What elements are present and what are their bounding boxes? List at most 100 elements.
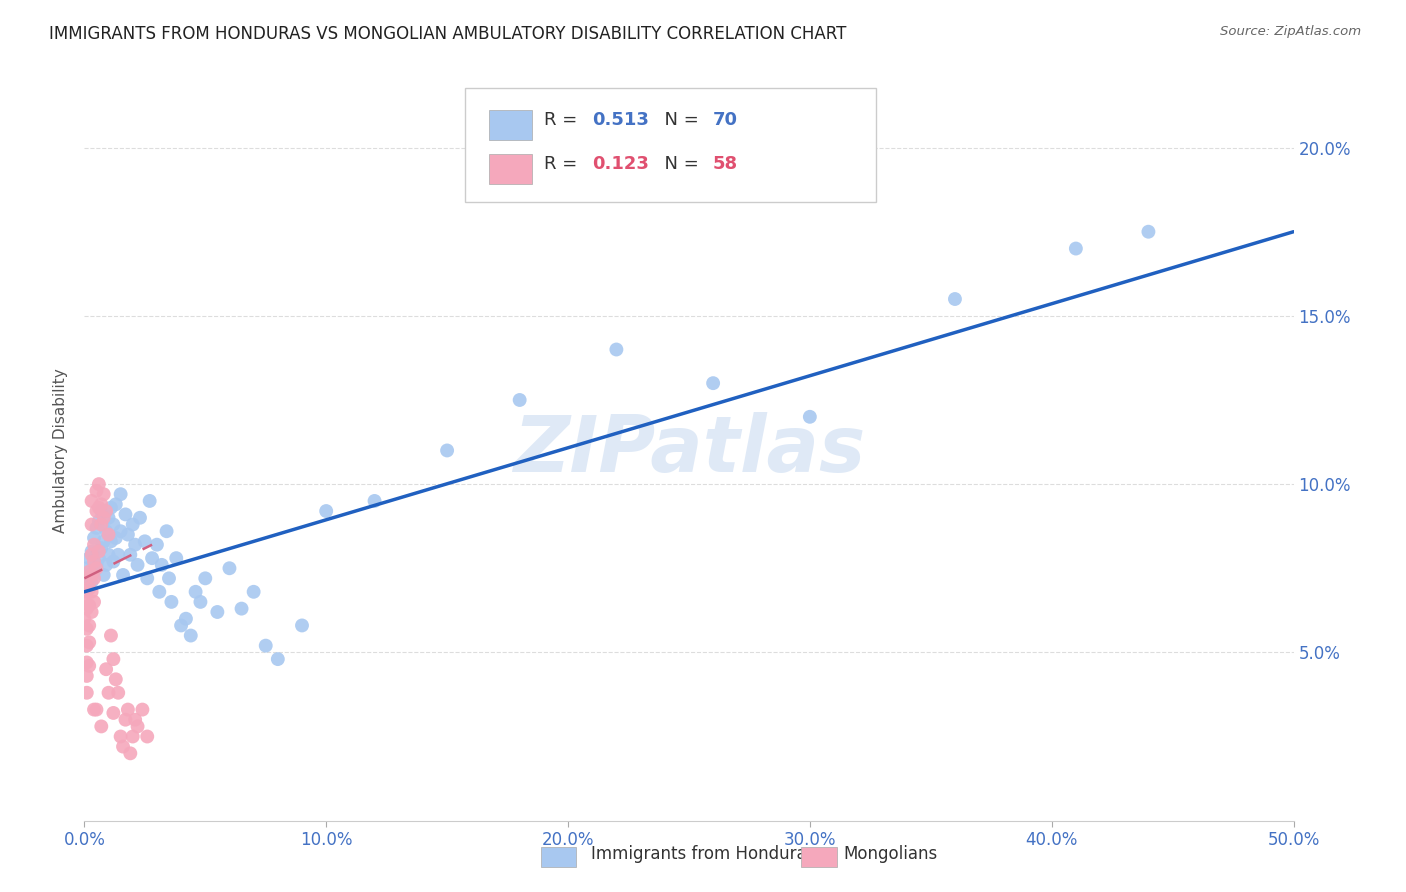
Point bbox=[121, 517, 143, 532]
Text: 0.513: 0.513 bbox=[592, 111, 650, 128]
Point bbox=[436, 443, 458, 458]
Point bbox=[94, 524, 117, 539]
Point bbox=[77, 599, 100, 613]
Point bbox=[76, 686, 98, 700]
Point bbox=[127, 719, 149, 733]
Point bbox=[93, 534, 115, 549]
Point bbox=[90, 517, 112, 532]
Point bbox=[97, 527, 120, 541]
Point bbox=[184, 584, 207, 599]
Point bbox=[104, 531, 127, 545]
Point bbox=[170, 618, 193, 632]
Point bbox=[155, 524, 177, 539]
Point bbox=[104, 673, 127, 687]
Point bbox=[943, 292, 966, 306]
Point bbox=[110, 487, 132, 501]
Point bbox=[80, 517, 103, 532]
Point bbox=[114, 508, 136, 522]
Point bbox=[799, 409, 821, 424]
Point bbox=[131, 703, 153, 717]
Text: ZIPatlas: ZIPatlas bbox=[513, 412, 865, 489]
Point bbox=[86, 504, 108, 518]
Point bbox=[112, 739, 135, 754]
Point bbox=[87, 477, 110, 491]
Point bbox=[87, 551, 110, 566]
Point bbox=[103, 706, 125, 720]
Point bbox=[134, 534, 156, 549]
Y-axis label: Ambulatory Disability: Ambulatory Disability bbox=[53, 368, 69, 533]
Point bbox=[80, 494, 103, 508]
Point bbox=[90, 497, 112, 511]
Point bbox=[90, 504, 112, 518]
Point bbox=[94, 558, 117, 572]
Point bbox=[77, 582, 100, 596]
Point bbox=[86, 521, 108, 535]
Text: N =: N = bbox=[652, 111, 704, 128]
Point bbox=[76, 561, 98, 575]
Point bbox=[136, 571, 159, 585]
Point bbox=[94, 662, 117, 676]
Point bbox=[104, 497, 127, 511]
Point bbox=[83, 531, 105, 545]
Point bbox=[80, 548, 103, 562]
Point bbox=[76, 622, 98, 636]
Point bbox=[114, 713, 136, 727]
Point bbox=[117, 703, 139, 717]
Point bbox=[83, 571, 105, 585]
Point bbox=[112, 568, 135, 582]
Point bbox=[363, 494, 385, 508]
Point bbox=[90, 541, 112, 555]
Point bbox=[1064, 242, 1087, 256]
Point bbox=[80, 584, 103, 599]
Point bbox=[83, 538, 105, 552]
Point bbox=[180, 628, 202, 642]
Point bbox=[77, 571, 100, 585]
Point bbox=[97, 510, 120, 524]
Text: Mongolians: Mongolians bbox=[844, 846, 938, 863]
Point bbox=[100, 500, 122, 515]
Point bbox=[160, 595, 183, 609]
Point bbox=[107, 548, 129, 562]
Point bbox=[509, 392, 531, 407]
Point bbox=[267, 652, 290, 666]
Point bbox=[315, 504, 337, 518]
Point bbox=[117, 527, 139, 541]
Point bbox=[1137, 225, 1160, 239]
Point bbox=[83, 554, 105, 569]
Point bbox=[86, 558, 108, 572]
Point bbox=[80, 605, 103, 619]
Point bbox=[121, 730, 143, 744]
FancyBboxPatch shape bbox=[489, 154, 531, 184]
Point bbox=[148, 584, 170, 599]
Point bbox=[93, 487, 115, 501]
Point bbox=[77, 635, 100, 649]
Point bbox=[76, 584, 98, 599]
Point bbox=[100, 628, 122, 642]
Point bbox=[231, 601, 253, 615]
Point bbox=[83, 565, 105, 579]
Point bbox=[86, 483, 108, 498]
Point bbox=[605, 343, 627, 357]
Text: 58: 58 bbox=[713, 155, 738, 173]
Point bbox=[76, 639, 98, 653]
Point bbox=[110, 524, 132, 539]
Point bbox=[124, 538, 146, 552]
Point bbox=[87, 514, 110, 528]
Point bbox=[141, 551, 163, 566]
FancyBboxPatch shape bbox=[489, 110, 531, 139]
Point bbox=[107, 686, 129, 700]
Point bbox=[157, 571, 180, 585]
Text: R =: R = bbox=[544, 111, 583, 128]
Text: N =: N = bbox=[652, 155, 704, 173]
Point bbox=[80, 574, 103, 589]
Text: 70: 70 bbox=[713, 111, 738, 128]
Point bbox=[97, 548, 120, 562]
Text: Source: ZipAtlas.com: Source: ZipAtlas.com bbox=[1220, 25, 1361, 38]
Point bbox=[146, 538, 169, 552]
Point bbox=[136, 730, 159, 744]
Point bbox=[94, 504, 117, 518]
Point bbox=[76, 669, 98, 683]
Point bbox=[77, 618, 100, 632]
Point bbox=[80, 544, 103, 558]
Point bbox=[93, 568, 115, 582]
